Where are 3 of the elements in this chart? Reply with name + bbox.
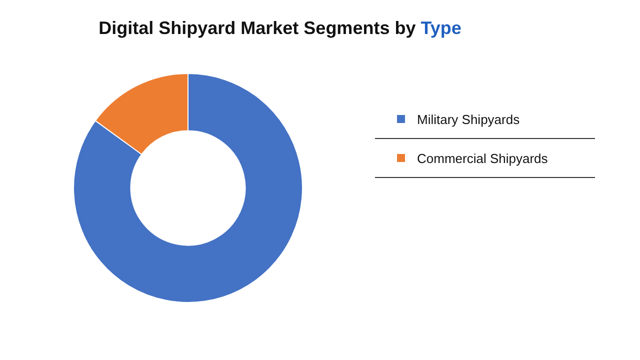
legend-label: Military Shipyards bbox=[417, 112, 520, 126]
legend-label: Commercial Shipyards bbox=[417, 150, 548, 166]
chart-title: Digital Shipyard Market Segments by Type bbox=[98, 18, 462, 38]
